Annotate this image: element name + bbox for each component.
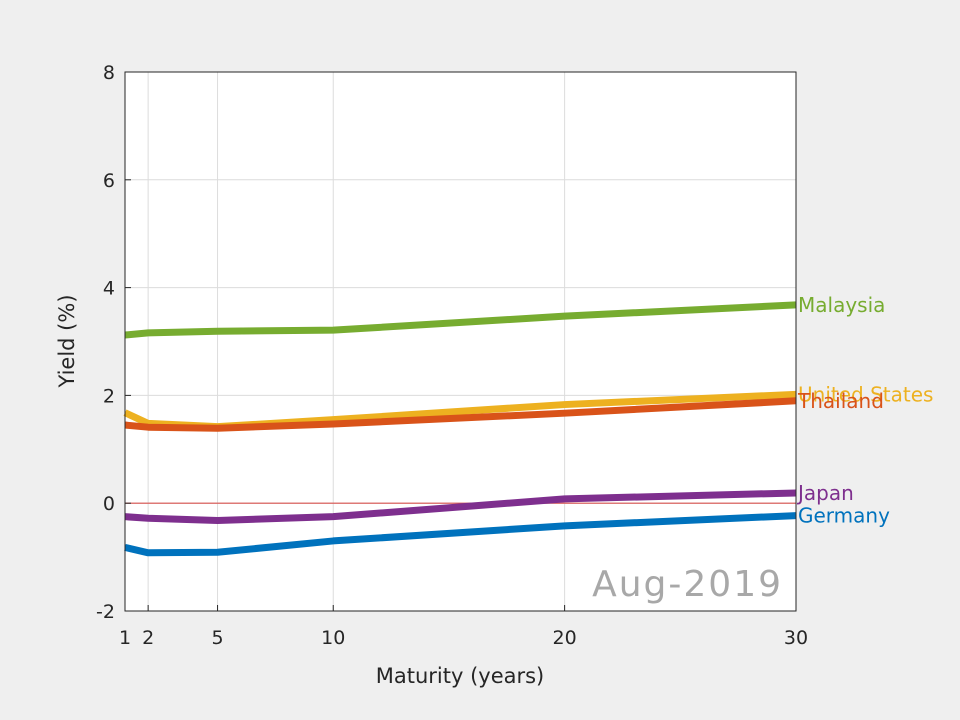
series-label-thailand: Thailand bbox=[797, 389, 884, 413]
series-line-germany bbox=[124, 512, 797, 557]
series-label-germany: Germany bbox=[798, 504, 890, 528]
y-tick-label: 2 bbox=[103, 385, 115, 407]
date-annotation: Aug-2019 bbox=[592, 564, 783, 605]
series-line-malaysia bbox=[124, 301, 797, 339]
y-tick-label: 6 bbox=[103, 170, 115, 192]
x-tick-label: 2 bbox=[142, 627, 154, 649]
series-line-thailand bbox=[124, 397, 797, 432]
y-tick-label: 8 bbox=[103, 62, 115, 84]
y-tick-label: -2 bbox=[96, 601, 115, 623]
x-tick-label: 1 bbox=[119, 627, 131, 649]
x-tick-label: 5 bbox=[212, 627, 224, 649]
x-tick-label: 20 bbox=[553, 627, 577, 649]
y-axis-title: Yield (%) bbox=[55, 294, 79, 388]
y-tick-label: 4 bbox=[103, 278, 115, 300]
plot-frame bbox=[124, 71, 797, 612]
series-label-japan: Japan bbox=[796, 481, 854, 505]
series-group bbox=[123, 301, 797, 557]
y-tick-label: 0 bbox=[103, 493, 115, 515]
x-axis-title: Maturity (years) bbox=[376, 664, 545, 688]
series-label-malaysia: Malaysia bbox=[798, 293, 885, 317]
series-line-japan bbox=[124, 489, 797, 524]
x-tick-label: 10 bbox=[321, 627, 345, 649]
series-label-united-states: United States bbox=[798, 382, 933, 406]
grid bbox=[125, 72, 796, 611]
x-tick-label: 30 bbox=[784, 627, 808, 649]
